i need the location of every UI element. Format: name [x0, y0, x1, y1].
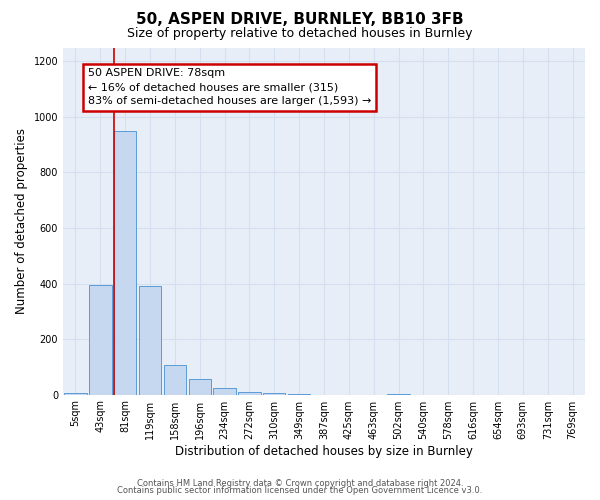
Text: Size of property relative to detached houses in Burnley: Size of property relative to detached ho… [127, 28, 473, 40]
Bar [238, 392, 260, 394]
Bar [114, 131, 136, 394]
Text: Contains public sector information licensed under the Open Government Licence v3: Contains public sector information licen… [118, 486, 482, 495]
Text: 50 ASPEN DRIVE: 78sqm
← 16% of detached houses are smaller (315)
83% of semi-det: 50 ASPEN DRIVE: 78sqm ← 16% of detached … [88, 68, 371, 106]
Text: Contains HM Land Registry data © Crown copyright and database right 2024.: Contains HM Land Registry data © Crown c… [137, 478, 463, 488]
Bar [214, 388, 236, 394]
Bar [89, 285, 112, 395]
X-axis label: Distribution of detached houses by size in Burnley: Distribution of detached houses by size … [175, 444, 473, 458]
Bar [263, 393, 286, 394]
Bar [188, 380, 211, 394]
Bar [64, 393, 86, 394]
Text: 50, ASPEN DRIVE, BURNLEY, BB10 3FB: 50, ASPEN DRIVE, BURNLEY, BB10 3FB [136, 12, 464, 28]
Y-axis label: Number of detached properties: Number of detached properties [15, 128, 28, 314]
Bar [139, 286, 161, 395]
Bar [164, 366, 186, 394]
